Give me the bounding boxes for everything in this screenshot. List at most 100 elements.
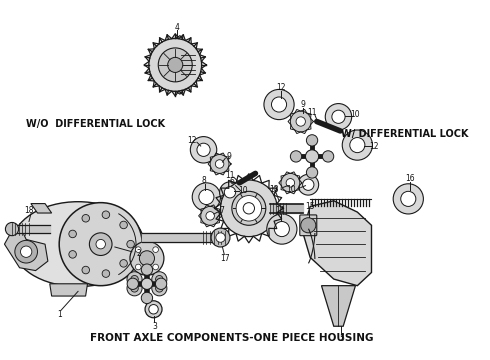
Circle shape [152, 281, 167, 296]
Text: 10: 10 [238, 186, 248, 195]
Circle shape [211, 228, 230, 247]
Circle shape [281, 174, 300, 192]
Text: 7: 7 [219, 206, 224, 215]
Circle shape [82, 266, 90, 274]
Polygon shape [4, 225, 48, 271]
Circle shape [82, 215, 90, 222]
Circle shape [149, 39, 202, 91]
Circle shape [155, 278, 167, 289]
Circle shape [135, 264, 141, 270]
Circle shape [206, 212, 215, 220]
Circle shape [69, 251, 76, 258]
Text: 14: 14 [275, 206, 285, 215]
Circle shape [96, 239, 105, 249]
Circle shape [190, 136, 217, 163]
Circle shape [274, 221, 290, 237]
Circle shape [152, 272, 167, 287]
Text: 12: 12 [276, 83, 286, 92]
Circle shape [306, 135, 318, 146]
Circle shape [393, 184, 423, 214]
Circle shape [120, 260, 127, 267]
Circle shape [59, 203, 142, 286]
Text: 18: 18 [24, 206, 34, 215]
Circle shape [127, 240, 134, 248]
Circle shape [350, 138, 365, 153]
Text: 9: 9 [300, 100, 305, 109]
Text: W/O  DIFFERENTIAL LOCK: W/O DIFFERENTIAL LOCK [26, 119, 165, 129]
Circle shape [401, 191, 416, 206]
Circle shape [102, 211, 110, 219]
Polygon shape [31, 204, 51, 213]
Circle shape [291, 151, 302, 162]
Circle shape [127, 278, 139, 289]
Circle shape [298, 174, 319, 195]
Circle shape [102, 270, 110, 277]
Circle shape [232, 191, 266, 225]
Text: 17: 17 [220, 254, 230, 263]
Circle shape [199, 189, 214, 204]
Circle shape [216, 233, 225, 242]
Text: 9: 9 [273, 186, 278, 195]
Text: 12: 12 [369, 143, 379, 152]
Text: 13: 13 [270, 185, 279, 194]
Text: 8: 8 [201, 176, 206, 185]
Circle shape [89, 233, 112, 256]
Circle shape [141, 292, 152, 303]
Text: W/ DIFFERENTIAL LOCK: W/ DIFFERENTIAL LOCK [341, 129, 468, 139]
Text: 10: 10 [287, 185, 296, 194]
Circle shape [192, 183, 220, 211]
Circle shape [149, 305, 158, 314]
Circle shape [303, 179, 314, 190]
Circle shape [135, 247, 141, 252]
Circle shape [201, 206, 220, 225]
Circle shape [325, 104, 352, 130]
FancyBboxPatch shape [300, 215, 317, 236]
Text: 15: 15 [305, 202, 315, 211]
Circle shape [301, 218, 316, 233]
Text: 3: 3 [152, 322, 157, 331]
Circle shape [69, 230, 76, 238]
Circle shape [236, 195, 262, 221]
Circle shape [141, 278, 152, 289]
Circle shape [153, 264, 158, 270]
Circle shape [342, 130, 372, 160]
Circle shape [131, 275, 138, 283]
Circle shape [296, 117, 305, 126]
Circle shape [210, 154, 229, 174]
Text: 6: 6 [229, 177, 234, 186]
Text: FRONT AXLE COMPONENTS-ONE PIECE HOUSING: FRONT AXLE COMPONENTS-ONE PIECE HOUSING [90, 333, 373, 343]
Ellipse shape [12, 202, 144, 287]
Circle shape [127, 281, 142, 296]
Text: 4: 4 [175, 23, 179, 32]
Circle shape [156, 284, 163, 292]
Circle shape [127, 272, 142, 287]
Circle shape [267, 214, 297, 244]
Circle shape [215, 160, 224, 168]
Polygon shape [303, 201, 371, 286]
Polygon shape [321, 286, 355, 326]
Circle shape [131, 284, 138, 292]
Circle shape [291, 111, 311, 132]
Text: 11: 11 [307, 108, 317, 117]
Circle shape [271, 97, 287, 112]
Circle shape [220, 180, 277, 237]
Circle shape [322, 151, 334, 162]
Circle shape [220, 182, 241, 203]
Circle shape [156, 275, 163, 283]
Circle shape [145, 301, 162, 318]
Circle shape [15, 240, 38, 263]
Text: 16: 16 [405, 174, 415, 183]
Circle shape [197, 143, 210, 156]
Text: 9: 9 [226, 152, 231, 161]
Text: 2: 2 [136, 249, 141, 258]
Circle shape [306, 167, 318, 178]
Circle shape [243, 203, 254, 214]
Circle shape [120, 221, 127, 229]
Text: 1: 1 [57, 310, 62, 319]
Circle shape [168, 57, 183, 72]
Circle shape [130, 241, 164, 275]
Text: 12: 12 [188, 136, 197, 145]
Circle shape [332, 110, 345, 123]
Circle shape [5, 222, 19, 236]
Circle shape [224, 186, 236, 198]
